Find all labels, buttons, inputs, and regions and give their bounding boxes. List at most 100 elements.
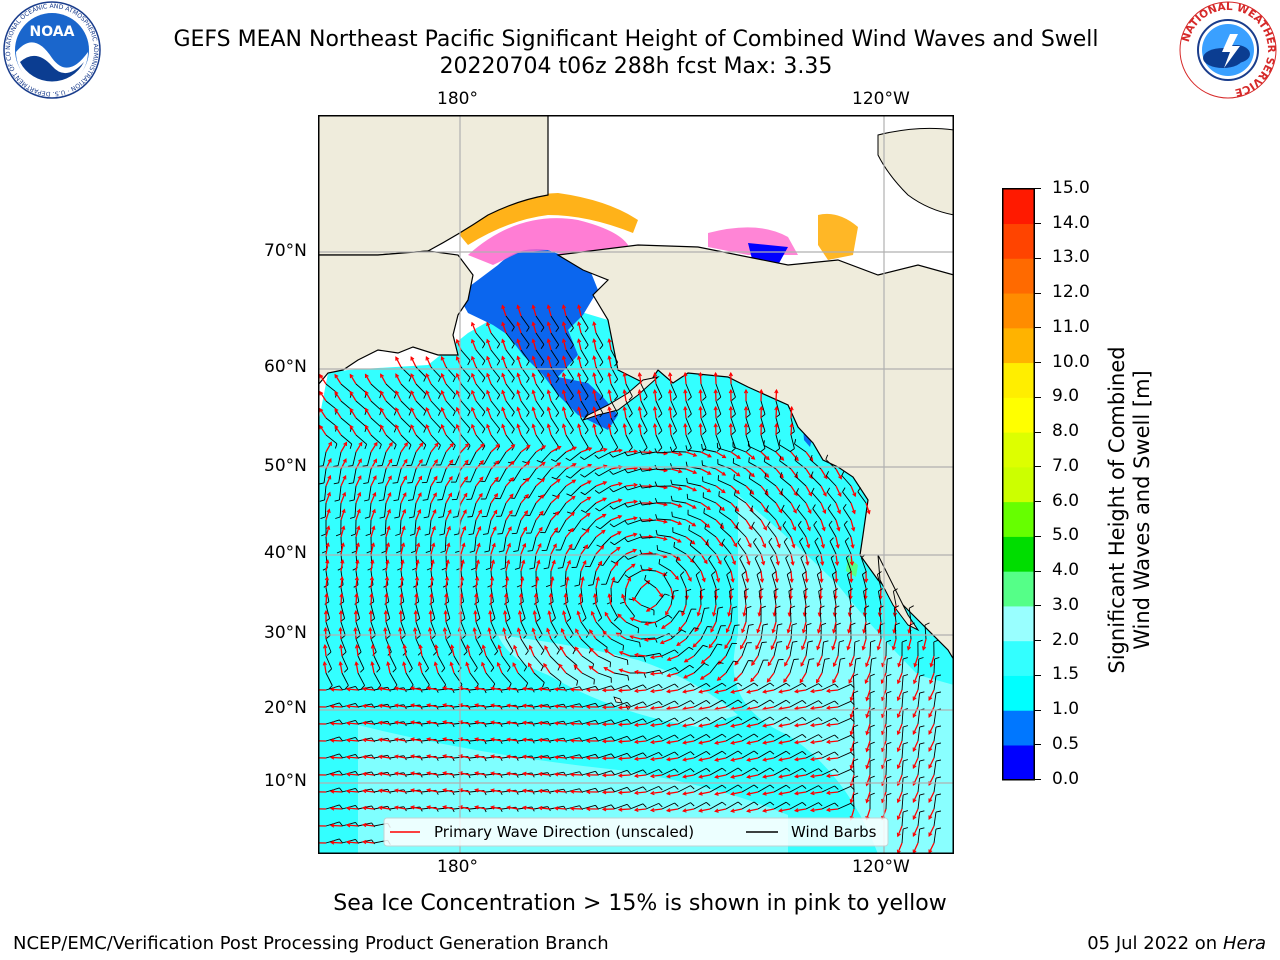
wind-barb-flag [721,716,727,721]
wind-barb [445,604,451,619]
wave-direction-arrow [608,594,612,606]
wave-direction-arrow [475,755,487,759]
wave-direction-arrow [654,390,657,402]
wind-barb-flag [622,645,624,651]
wind-barb [828,524,837,538]
wave-arrowhead [720,506,726,512]
wave-direction-arrow [786,638,792,650]
wave-direction-arrow [610,449,622,453]
wave-arrowhead [402,661,407,666]
wave-direction-arrow [630,635,642,640]
wave-direction-arrow [516,322,522,334]
wave-direction-arrow [356,645,359,657]
wind-barb [400,604,406,619]
wave-direction-arrow [865,791,871,803]
wind-barb-flag [637,628,640,634]
wind-barb-flag [496,428,501,434]
wind-barb [469,655,478,669]
wind-barb-flag [469,550,475,553]
wind-barb [415,383,427,395]
wave-arrowhead [556,462,562,467]
wind-barb-flag [674,751,679,756]
wave-direction-arrow [593,390,597,402]
wave-arrowhead [319,424,324,430]
colorbar-band [1002,293,1035,329]
wind-barb [430,400,441,412]
wave-arrowhead [325,542,330,547]
wave-direction-arrow [325,543,329,555]
wind-barb-flag [655,529,658,535]
wave-direction-arrow [340,442,348,453]
wave-arrowhead [736,472,741,477]
wind-barb-flag [902,674,909,677]
wave-arrowhead [714,808,719,813]
wind-barb [711,574,717,589]
wave-direction-arrow [550,495,560,504]
wave-direction-arrow [535,461,546,470]
wave-direction-arrow [715,706,727,710]
wind-barb [699,590,702,606]
wave-arrowhead [805,561,810,566]
wave-direction-arrow [379,806,391,810]
wind-barb-flag [848,588,854,592]
wind-barb-flag [513,550,519,553]
wind-barb [645,669,660,674]
wind-barb-flag [511,326,515,332]
wave-direction-arrow [507,721,519,725]
wave-arrowhead [586,496,592,501]
wave-direction-arrow [490,460,500,470]
wind-barb [487,519,492,534]
wind-barb-flag [750,505,754,511]
wind-barb-flag [643,447,648,452]
wave-arrowhead [792,509,797,514]
wind-barb [471,502,477,517]
wave-arrowhead [779,473,784,479]
wind-barb-flag [628,396,633,401]
wave-arrowhead [361,754,367,760]
wave-direction-arrow [618,791,631,794]
colorbar-tick [1035,674,1041,676]
wave-arrowhead [821,526,826,532]
wind-barb-flag [377,465,383,467]
wave-arrowhead [349,390,354,396]
wave-arrowhead [778,740,783,745]
wind-barb-flag [642,735,647,740]
wave-direction-arrow [650,672,663,675]
wave-arrowhead [683,371,688,377]
wind-barb [764,477,777,487]
wind-barb [773,784,787,793]
wave-direction-arrow [790,553,794,565]
wind-barb-flag [746,430,751,435]
wave-arrowhead [537,686,543,692]
wind-barb [805,700,819,708]
wave-arrowhead [357,475,362,480]
wind-barb [560,536,567,551]
wind-barb-flag [614,413,619,418]
wave-arrowhead [631,597,637,602]
wave-arrowhead [458,771,463,776]
wave-arrowhead [645,607,651,612]
wave-direction-arrow [610,577,615,589]
wave-arrowhead [731,560,736,566]
wave-direction-arrow [539,705,551,708]
wind-barb-flag [746,447,751,452]
wind-barb-flag [485,567,491,571]
wind-barb [661,683,675,691]
wind-barb [472,519,477,534]
colorbar-tick-label: 15.0 [1052,177,1090,198]
wave-arrowhead [531,338,536,344]
wind-barb-flag [540,412,545,417]
wave-arrowhead [361,720,367,726]
wind-barb-flag [760,448,766,452]
wind-barb-flag [753,716,759,721]
wind-barb [672,484,687,487]
wave-arrowhead [649,688,655,694]
wave-arrowhead [730,791,735,796]
wind-barb-flag [551,476,557,480]
wind-barb-flag [658,735,663,740]
wave-direction-arrow [565,446,577,453]
wind-barb [709,801,723,810]
lon-label-bottom-120w: 120°W [852,857,910,877]
wave-arrowhead [862,612,868,618]
wind-barb [340,638,347,653]
